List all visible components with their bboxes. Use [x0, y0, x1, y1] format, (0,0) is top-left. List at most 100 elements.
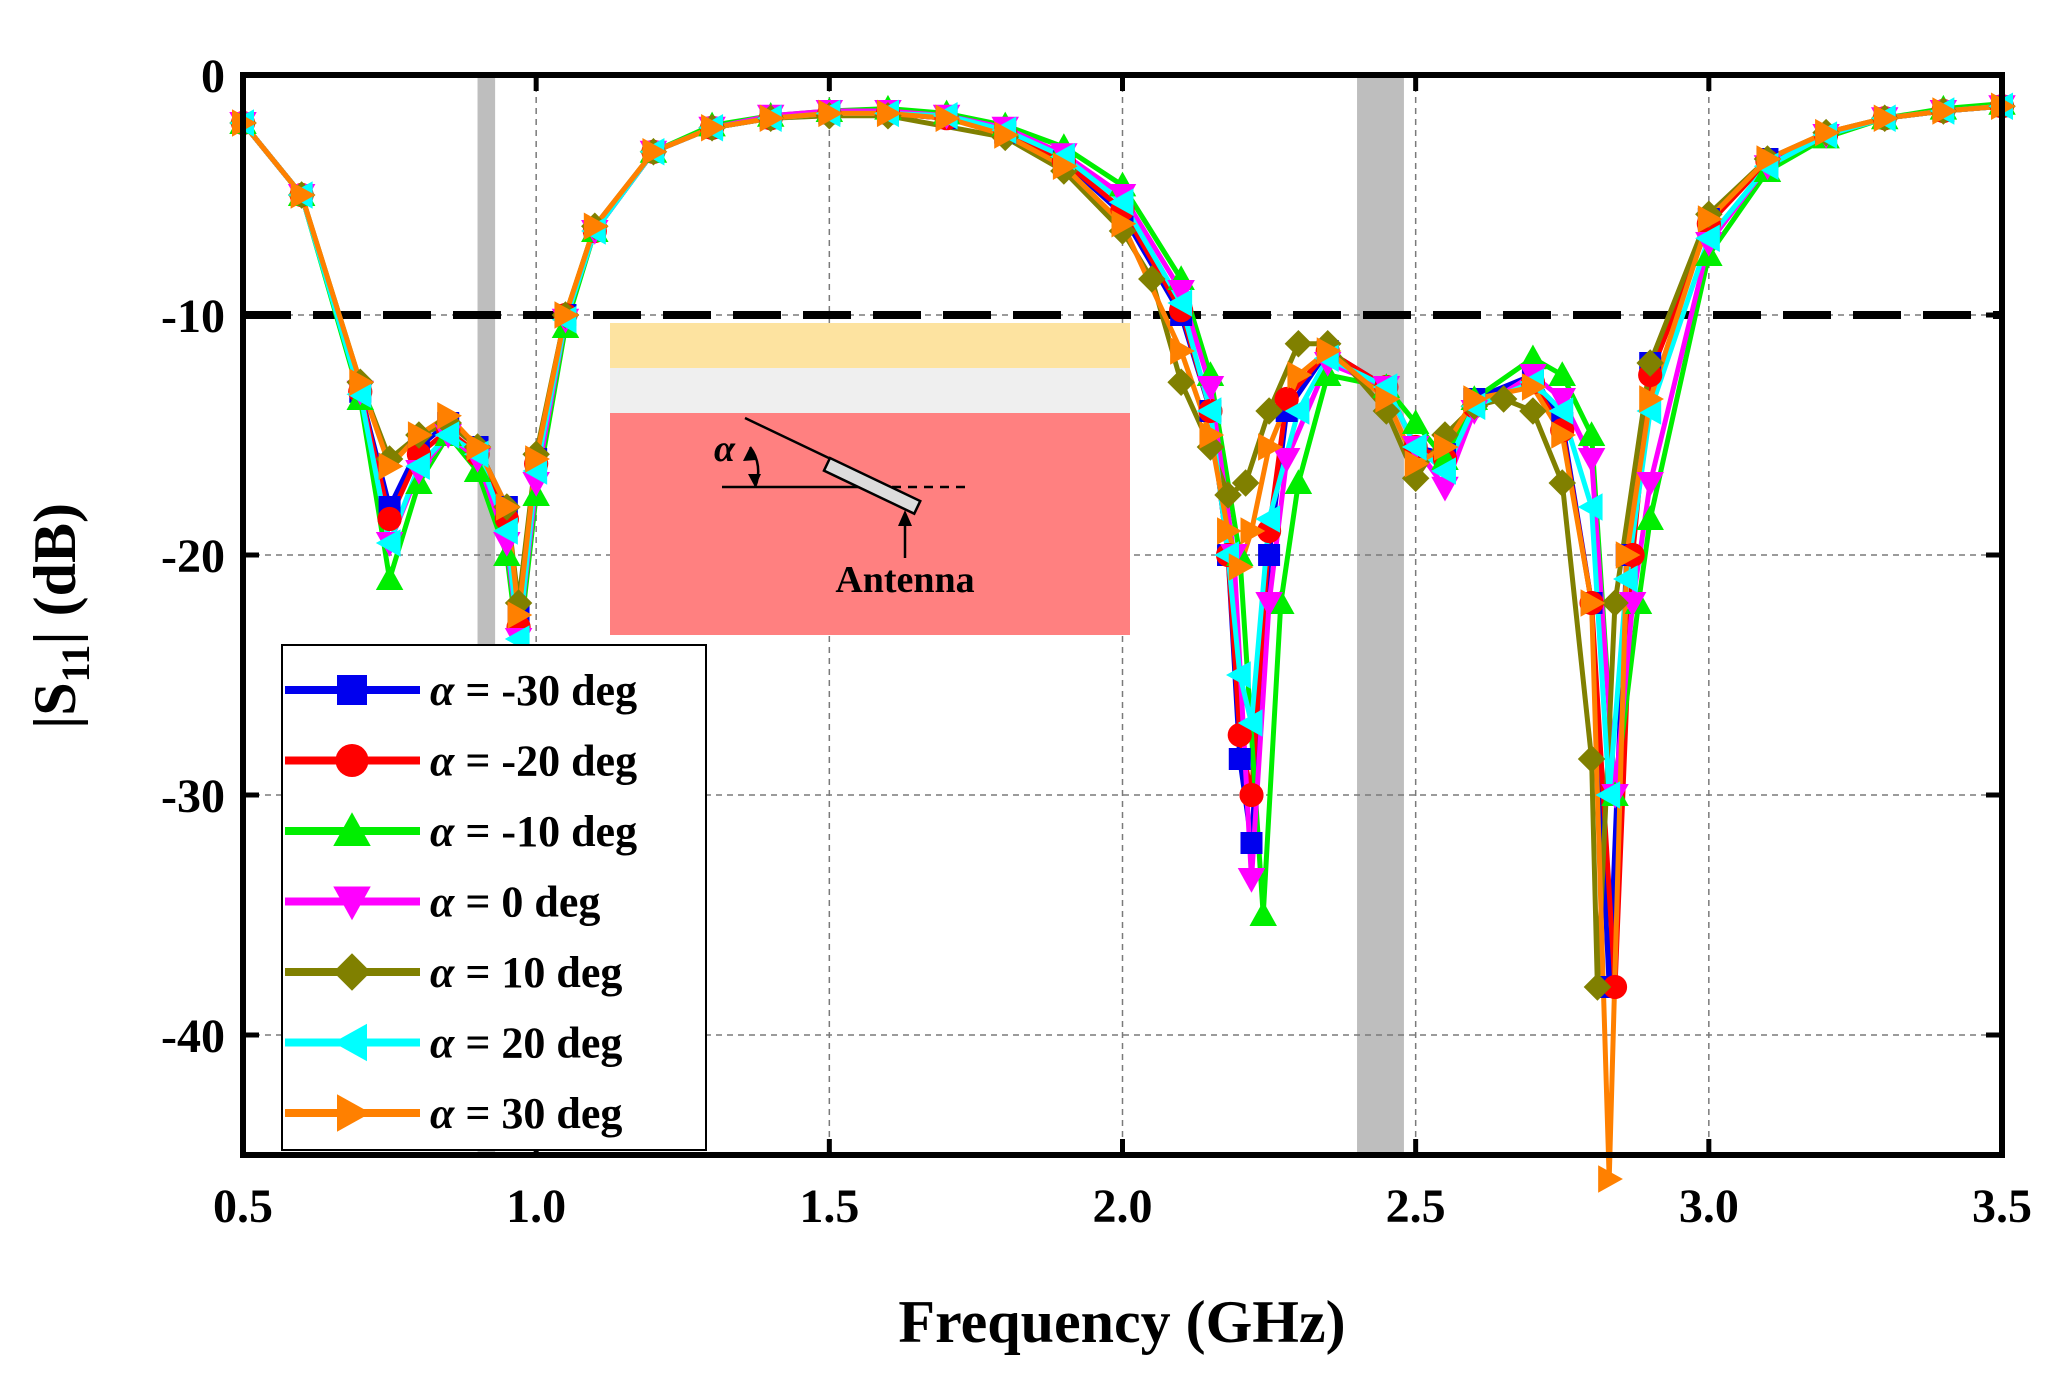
marker-triangle-up — [1519, 344, 1547, 370]
marker-triangle-left — [434, 421, 460, 449]
inset-layer-bottom — [610, 413, 1130, 635]
marker-triangle-down — [1237, 868, 1266, 893]
marker-triangle-right — [1551, 421, 1576, 449]
x-tick-label: 2.0 — [1093, 1180, 1153, 1233]
marker-triangle-right — [1199, 421, 1225, 449]
marker-triangle-right — [935, 104, 961, 132]
marker-triangle-left — [1577, 493, 1603, 521]
marker-triangle-down — [1196, 376, 1225, 401]
marker-triangle-left — [1636, 397, 1662, 425]
marker-triangle-right — [876, 99, 902, 128]
inset-diagram: α Antenna — [610, 323, 1130, 635]
marker-triangle-right — [1217, 517, 1242, 545]
marker-triangle-left — [1108, 188, 1134, 216]
marker-triangle-left — [1612, 565, 1638, 593]
y-tick-label: -30 — [161, 770, 225, 823]
marker-triangle-down — [1618, 592, 1647, 617]
legend-label: α = 0 deg — [430, 878, 600, 927]
legend-alpha-symbol: α — [430, 1019, 455, 1068]
marker-triangle-right — [1170, 337, 1195, 365]
marker-triangle-left — [1255, 505, 1281, 533]
legend-label: α = 20 deg — [430, 1019, 622, 1068]
marker-triangle-up — [1284, 469, 1313, 494]
marker-triangle-right — [1375, 385, 1401, 413]
marker-triangle-right — [642, 138, 668, 166]
legend-alpha-symbol: α — [430, 1089, 455, 1138]
marker-triangle-down — [1255, 592, 1283, 617]
marker-triangle-right — [1287, 361, 1313, 389]
series-markers — [229, 90, 2016, 1193]
marker-square — [1240, 832, 1263, 854]
marker-triangle-down — [1548, 388, 1576, 413]
legend-series-name: = -20 deg — [454, 737, 637, 786]
marker-triangle-right — [466, 433, 492, 461]
marker-square — [1258, 544, 1281, 566]
marker-diamond — [1255, 397, 1283, 425]
marker-triangle-right — [1639, 385, 1664, 413]
marker-circle — [1227, 722, 1252, 748]
marker-triangle-left — [1167, 289, 1193, 317]
inset-angle-arrow-up — [743, 447, 756, 461]
marker-triangle-right — [1697, 205, 1723, 233]
x-tick-label: 0.5 — [213, 1180, 273, 1233]
marker-triangle-right — [1463, 385, 1489, 413]
marker-triangle-right — [1052, 152, 1078, 180]
x-axis-title: Frequency (GHz) — [898, 1289, 1345, 1355]
marker-triangle-right — [1433, 433, 1459, 461]
y-tick-labels: 0 -10 -20 -30 -40 — [161, 50, 225, 1063]
marker-triangle-right — [1316, 337, 1342, 365]
marker-triangle-left — [405, 452, 430, 480]
x-tick-labels: 0.5 1.0 1.5 2.0 2.5 3.0 3.5 — [213, 1180, 2032, 1233]
marker-triangle-right — [759, 104, 785, 132]
marker-triangle-right — [1404, 450, 1430, 478]
marker-triangle-right — [1258, 433, 1283, 461]
legend-alpha-symbol: α — [430, 807, 455, 856]
marker-triangle-down — [1577, 448, 1606, 473]
marker-triangle-right — [1873, 104, 1899, 132]
marker-triangle-down — [1431, 476, 1459, 502]
marker-triangle-right — [525, 445, 550, 473]
marker-triangle-right — [701, 114, 726, 142]
marker-triangle-left — [1431, 457, 1456, 485]
legend-series-name: = -10 deg — [454, 807, 637, 856]
inset-angle-arrow-down — [748, 474, 761, 487]
marker-circle — [1602, 974, 1628, 1000]
inset-arrow-head — [898, 510, 912, 526]
marker-triangle-right — [818, 99, 844, 128]
marker-square — [1228, 748, 1251, 770]
marker-square — [337, 675, 367, 705]
marker-triangle-up — [1548, 361, 1576, 386]
legend-label: α = 10 deg — [430, 948, 622, 997]
inset-angle-symbol: α — [714, 428, 736, 470]
legend-alpha-symbol: α — [430, 737, 455, 786]
marker-diamond — [1636, 349, 1664, 377]
marker-triangle-right — [1815, 118, 1840, 147]
marker-triangle-right — [1932, 97, 1958, 125]
shaded-band — [1357, 75, 1404, 1155]
y-tick-label: -40 — [161, 1010, 225, 1063]
marker-triangle-right — [349, 368, 375, 396]
marker-triangle-right — [1756, 145, 1782, 173]
marker-triangle-up — [1577, 421, 1606, 446]
y-tick-label: 0 — [201, 50, 225, 103]
x-tick-label: 2.5 — [1386, 1180, 1446, 1233]
marker-triangle-left — [522, 457, 548, 485]
antenna-icon — [822, 456, 922, 516]
marker-triangle-right — [1521, 373, 1547, 401]
marker-triangle-right — [378, 452, 404, 480]
marker-triangle-left — [493, 517, 518, 545]
marker-triangle-right — [583, 212, 609, 240]
marker-diamond — [1601, 589, 1629, 617]
x-tick-label: 1.0 — [506, 1180, 566, 1233]
y-axis-title: |S11| (dB) — [22, 503, 98, 729]
marker-triangle-right — [1228, 553, 1254, 581]
inset-layer-middle — [610, 368, 1130, 413]
marker-circle — [377, 506, 402, 532]
marker-triangle-right — [1598, 1165, 1623, 1193]
marker-triangle-left — [1595, 781, 1621, 809]
marker-triangle-left — [1196, 397, 1222, 425]
marker-triangle-right — [407, 421, 433, 449]
axis-ticks — [240, 72, 2005, 1155]
marker-triangle-right — [1615, 541, 1641, 569]
